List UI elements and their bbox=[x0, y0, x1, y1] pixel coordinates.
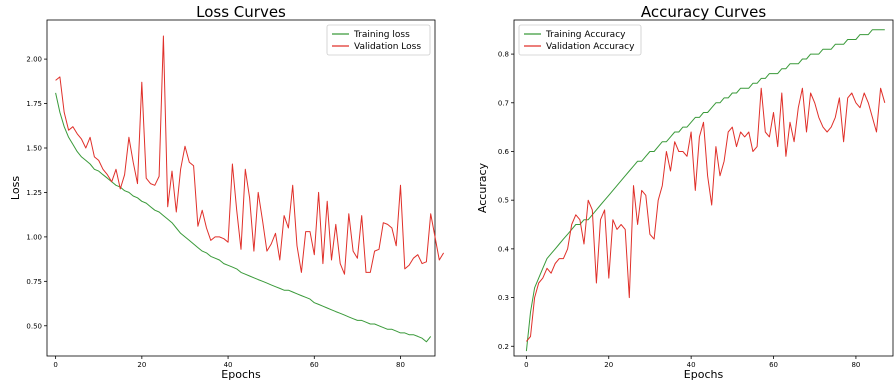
acc-y-tick-label: 0.7 bbox=[498, 99, 509, 107]
loss-legend-entry: Validation Loss bbox=[354, 42, 421, 52]
loss-y-tick-label: 2.00 bbox=[26, 56, 42, 64]
loss-legend-entry: Training loss bbox=[353, 30, 410, 40]
loss-chart-title: Loss Curves bbox=[196, 3, 286, 21]
acc-x-tick-label: 20 bbox=[604, 361, 613, 369]
acc-y-axis-label: Accuracy bbox=[476, 162, 489, 213]
loss-series-line-validation bbox=[55, 35, 445, 275]
loss-legend: Training loss Validation Loss bbox=[326, 24, 431, 56]
acc-y-tick-label: 0.5 bbox=[498, 197, 509, 205]
loss-x-tick-label: 40 bbox=[224, 361, 233, 369]
acc-x-tick-label: 60 bbox=[769, 361, 778, 369]
acc-series-line-training bbox=[525, 29, 885, 352]
acc-y-tick-label: 0.2 bbox=[498, 343, 509, 351]
acc-legend: Training Accuracy Validation Accuracy bbox=[518, 24, 642, 56]
acc-series-line-validation bbox=[526, 87, 886, 342]
acc-y-tick-label: 0.3 bbox=[498, 294, 509, 302]
loss-x-axis-label: Epochs bbox=[221, 368, 261, 381]
acc-legend-entry: Validation Accuracy bbox=[546, 42, 635, 52]
loss-x-tick-label: 60 bbox=[310, 361, 319, 369]
acc-x-axis-label: Epochs bbox=[684, 368, 724, 381]
acc-chart: Accuracy Curves 0 20 40 60 80 0.2 0.3 0.4 0.5 0.6 0… bbox=[476, 3, 894, 381]
acc-x-tick-label: 40 bbox=[687, 361, 696, 369]
acc-legend-entry: Training Accuracy bbox=[545, 30, 626, 40]
acc-plot-frame bbox=[513, 19, 894, 357]
loss-y-tick-label: 1.75 bbox=[26, 100, 42, 108]
acc-x-tick-label: 0 bbox=[524, 361, 528, 369]
loss-y-tick-label: 1.25 bbox=[26, 189, 42, 197]
loss-series-line-training bbox=[55, 92, 432, 343]
loss-chart: Loss Curves 0 20 40 60 80 0.50 0.75 1.00 1.25 1.50… bbox=[9, 3, 445, 381]
acc-legend-box bbox=[518, 24, 642, 56]
loss-x-tick-label: 80 bbox=[396, 361, 405, 369]
loss-x-tick-label: 20 bbox=[137, 361, 146, 369]
acc-y-tick-label: 0.4 bbox=[498, 245, 510, 253]
loss-y-tick-label: 1.00 bbox=[26, 233, 42, 241]
acc-chart-title: Accuracy Curves bbox=[641, 3, 767, 21]
acc-x-tick-label: 80 bbox=[851, 361, 860, 369]
acc-y-tick-label: 0.8 bbox=[498, 51, 509, 59]
loss-y-tick-label: 0.75 bbox=[26, 278, 42, 286]
loss-legend-box bbox=[326, 24, 431, 56]
loss-x-tick-label: 0 bbox=[53, 361, 57, 369]
loss-y-tick-label: 1.50 bbox=[26, 145, 42, 153]
acc-y-tick-label: 0.6 bbox=[498, 148, 510, 156]
loss-plot-frame bbox=[46, 19, 436, 357]
loss-y-tick-label: 0.50 bbox=[26, 322, 42, 330]
loss-y-axis-label: Loss bbox=[9, 176, 22, 200]
